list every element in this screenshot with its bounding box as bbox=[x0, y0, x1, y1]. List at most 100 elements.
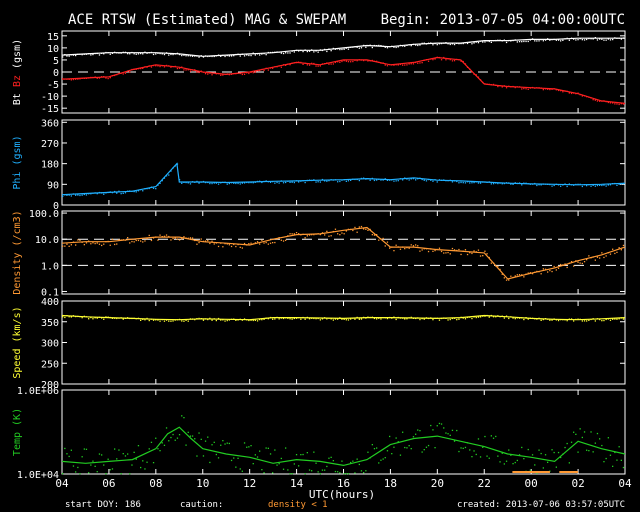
y-tick-label-mag: 10 bbox=[47, 44, 59, 55]
data-point bbox=[319, 319, 321, 321]
data-point bbox=[575, 39, 577, 41]
data-point bbox=[269, 181, 272, 183]
data-point bbox=[367, 316, 369, 318]
data-point bbox=[360, 318, 363, 320]
data-point bbox=[534, 40, 536, 42]
data-point bbox=[133, 241, 135, 243]
data-point bbox=[337, 61, 339, 63]
data-point bbox=[408, 247, 410, 249]
data-point bbox=[332, 319, 334, 321]
data-point bbox=[70, 79, 72, 81]
data-point bbox=[213, 55, 215, 58]
data-point bbox=[321, 318, 324, 320]
data-point bbox=[603, 100, 605, 102]
x-tick-label: 04 bbox=[618, 477, 632, 490]
data-point bbox=[614, 451, 616, 454]
data-point bbox=[607, 101, 609, 104]
data-point bbox=[140, 319, 142, 321]
data-point bbox=[101, 52, 103, 54]
data-point bbox=[252, 319, 254, 322]
data-point bbox=[168, 235, 170, 238]
data-point bbox=[68, 194, 70, 196]
data-point bbox=[259, 180, 261, 182]
y-tick-label-speed: 200 bbox=[41, 380, 59, 391]
data-point bbox=[583, 431, 586, 433]
data-point bbox=[133, 451, 135, 453]
data-point bbox=[66, 315, 68, 317]
data-point bbox=[443, 179, 445, 181]
data-point bbox=[479, 255, 482, 257]
data-point bbox=[449, 318, 451, 321]
data-point bbox=[146, 461, 148, 463]
data-point bbox=[127, 53, 129, 55]
data-point bbox=[577, 261, 579, 263]
data-point bbox=[70, 195, 72, 197]
data-point bbox=[354, 472, 356, 474]
data-point bbox=[148, 319, 150, 322]
data-point bbox=[540, 273, 542, 275]
data-point bbox=[555, 39, 557, 41]
data-point bbox=[295, 180, 298, 182]
data-point bbox=[187, 69, 189, 71]
data-point bbox=[211, 74, 213, 76]
data-point bbox=[497, 182, 499, 185]
data-point bbox=[514, 39, 516, 41]
data-point bbox=[295, 317, 298, 319]
data-point bbox=[144, 66, 146, 68]
data-point bbox=[434, 42, 436, 45]
data-point bbox=[609, 253, 612, 255]
data-point bbox=[157, 319, 159, 321]
data-point bbox=[178, 239, 181, 241]
data-point bbox=[272, 318, 274, 320]
data-point bbox=[620, 38, 622, 40]
data-point bbox=[365, 470, 367, 472]
data-point bbox=[440, 423, 443, 425]
data-point bbox=[306, 179, 308, 182]
data-point bbox=[172, 237, 174, 240]
data-point bbox=[75, 54, 77, 57]
data-point bbox=[90, 76, 92, 79]
data-point bbox=[330, 50, 332, 52]
data-point bbox=[607, 437, 609, 439]
data-point bbox=[586, 185, 588, 187]
data-point bbox=[373, 234, 376, 236]
data-point bbox=[237, 243, 239, 246]
data-point bbox=[304, 473, 306, 475]
data-point bbox=[311, 179, 313, 182]
data-point bbox=[367, 45, 369, 47]
data-point bbox=[529, 272, 531, 274]
x-tick-label: 14 bbox=[290, 477, 304, 490]
data-point bbox=[449, 179, 451, 181]
data-point bbox=[609, 454, 612, 456]
data-point bbox=[358, 226, 360, 228]
data-point bbox=[293, 233, 295, 235]
data-point bbox=[246, 319, 248, 321]
data-point bbox=[256, 70, 259, 72]
data-point bbox=[436, 56, 438, 58]
series-line-bz bbox=[61, 56, 626, 104]
data-point bbox=[196, 243, 198, 245]
data-point bbox=[551, 270, 553, 273]
data-point bbox=[254, 71, 256, 73]
data-point bbox=[96, 77, 98, 79]
data-point bbox=[443, 427, 445, 429]
data-point bbox=[499, 39, 501, 41]
data-point bbox=[378, 462, 380, 464]
data-point bbox=[248, 243, 250, 245]
data-point bbox=[127, 237, 129, 239]
data-point bbox=[92, 318, 94, 320]
data-point bbox=[254, 54, 256, 56]
data-point bbox=[237, 182, 239, 185]
data-point bbox=[267, 181, 269, 183]
data-point bbox=[191, 69, 194, 71]
data-point bbox=[536, 184, 538, 187]
data-point bbox=[568, 92, 570, 94]
data-point bbox=[566, 37, 568, 39]
data-point bbox=[163, 66, 166, 68]
data-point bbox=[68, 316, 70, 318]
data-point bbox=[339, 180, 341, 183]
data-point bbox=[397, 246, 399, 248]
data-point bbox=[404, 318, 406, 320]
data-point bbox=[345, 60, 347, 62]
data-point bbox=[521, 184, 523, 186]
